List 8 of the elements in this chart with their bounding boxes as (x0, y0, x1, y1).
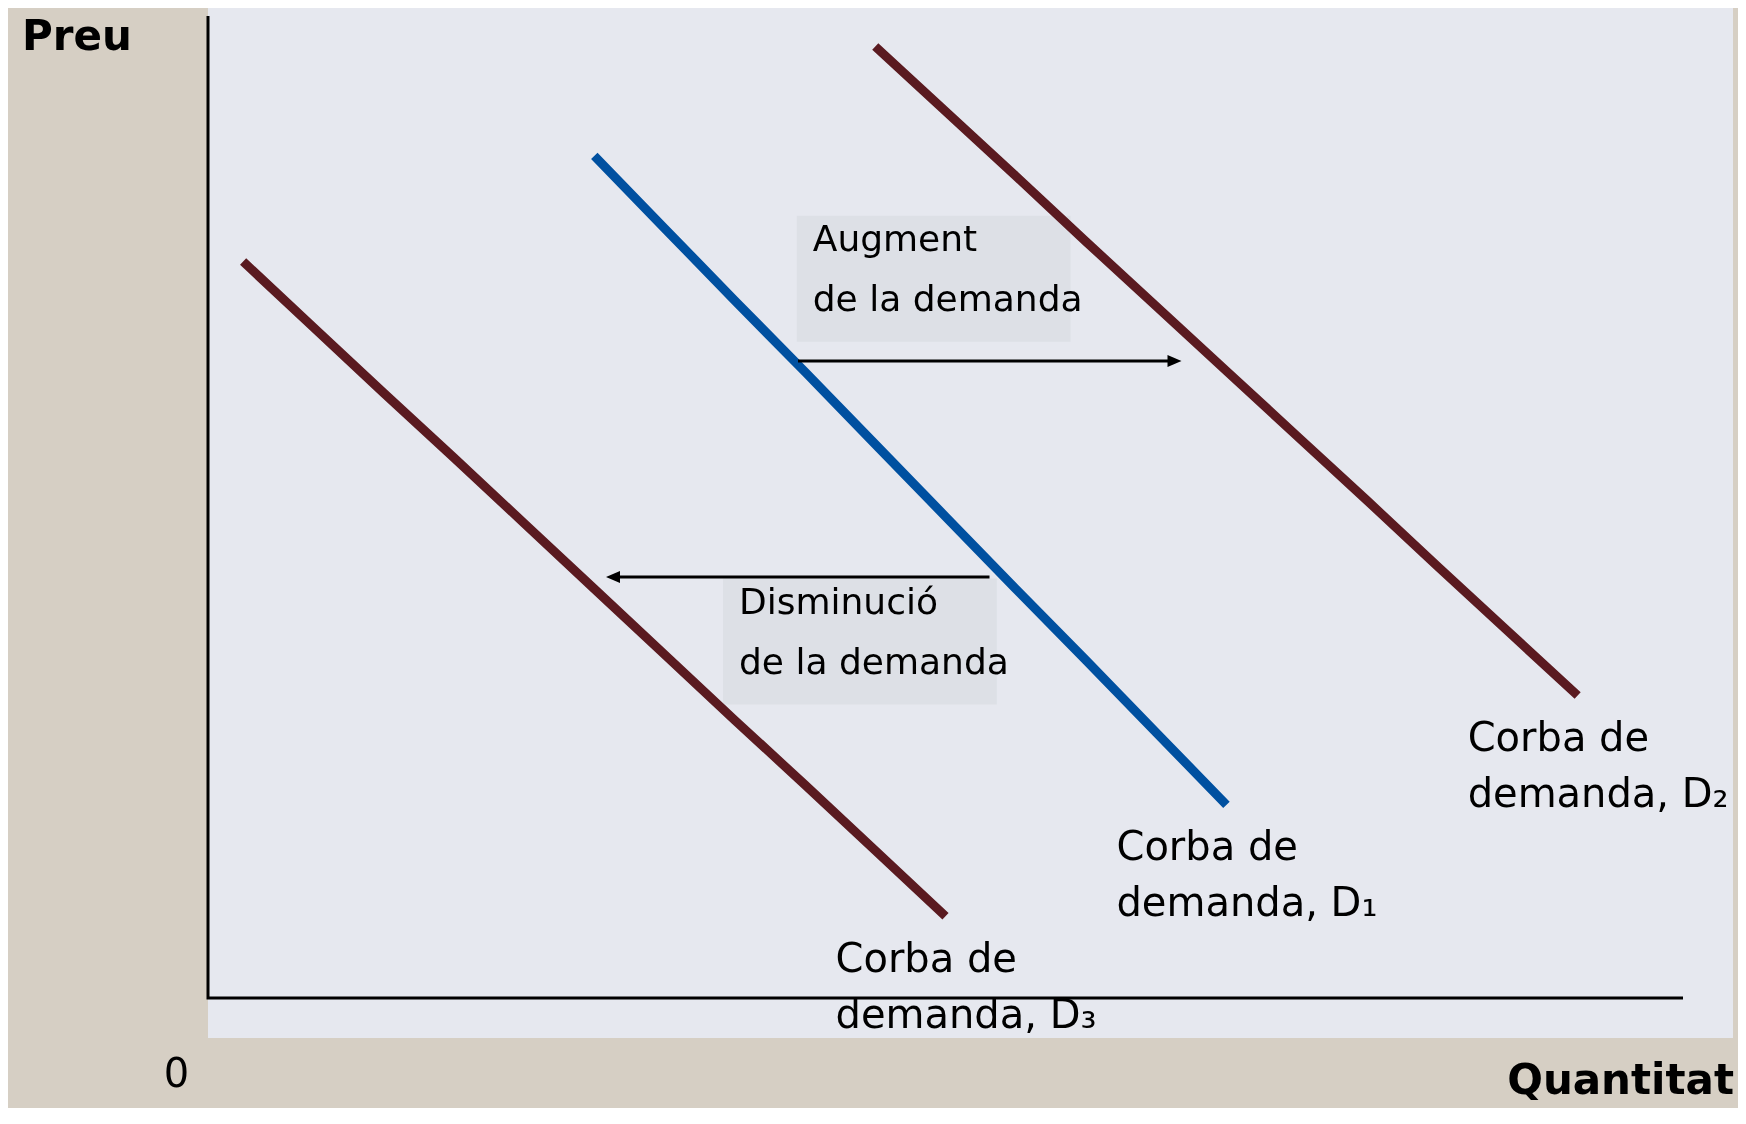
series-label: Corba de demanda, D₂ (1467, 713, 1729, 816)
annotation: Augment de la demanda (812, 218, 1083, 320)
x-axis-title: Quantitat (1507, 1054, 1734, 1104)
y-axis-title: Preu (22, 10, 132, 60)
text: 0 (163, 1050, 190, 1097)
series-label: Corba de demanda, D₁ (1116, 823, 1378, 926)
series-label: Corba de demanda, D₃ (835, 934, 1097, 1037)
annotation: Disminució de la demanda (739, 580, 1009, 682)
